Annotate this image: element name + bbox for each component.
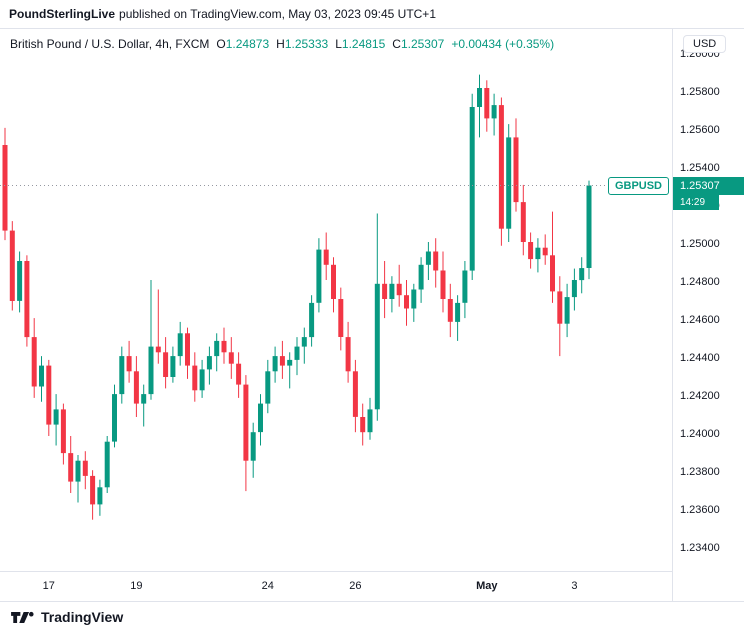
price-tick-label: 1.23400: [680, 542, 720, 555]
time-axis[interactable]: 17 19 24 26 May 3: [0, 571, 672, 602]
footer-bar: TradingView: [0, 601, 744, 632]
ohlc-low: L1.24815: [335, 37, 386, 51]
price-tick-label: 1.25800: [680, 85, 720, 98]
publisher-name: PoundSterlingLive: [9, 7, 116, 21]
price-tick-label: 1.24600: [680, 313, 720, 326]
change-value: +0.00434 (+0.35%): [451, 37, 555, 51]
price-tick-label: 1.25000: [680, 237, 720, 250]
price-tick-label: 1.25600: [680, 123, 720, 136]
tradingview-brand[interactable]: TradingView: [41, 609, 124, 625]
price-tick-label: 1.23800: [680, 466, 720, 479]
ohlc-open: O1.24873: [216, 37, 270, 51]
symbol-flag-label: GBPUSD: [614, 179, 662, 192]
price-tick-label: 1.24400: [680, 352, 720, 364]
tradingview-logo[interactable]: [10, 610, 34, 625]
chart-area: British Pound / U.S. Dollar, 4h, FXCM O1.…: [0, 28, 744, 602]
price-tick-label: 1.24000: [680, 428, 720, 441]
time-axis-label: 3: [571, 580, 578, 592]
ohlc-high: H1.25333: [276, 37, 329, 51]
price-tick-label: 1.24800: [680, 275, 720, 288]
bar-countdown-label: 14:29: [673, 194, 719, 210]
attribution-text: published on TradingView.com, May 03, 20…: [119, 7, 436, 21]
time-axis-label: 19: [130, 580, 143, 592]
current-price-label: 1.25307: [673, 176, 744, 195]
price-tick-label: 1.23600: [680, 504, 720, 517]
attribution-bar: PoundSterlingLive published on TradingVi…: [0, 0, 744, 28]
candlestick-plot[interactable]: British Pound / U.S. Dollar, 4h, FXCM O1.…: [0, 29, 672, 571]
price-tick-label: 1.25400: [680, 161, 720, 174]
currency-toggle[interactable]: USD: [683, 35, 727, 53]
time-axis-label: 17: [42, 580, 55, 592]
candlestick-chart[interactable]: [0, 29, 672, 571]
time-axis-label: 26: [349, 580, 362, 592]
price-tick-label: 1.24200: [680, 390, 720, 403]
symbol-title: British Pound / U.S. Dollar, 4h, FXCM: [10, 37, 210, 51]
chart-legend: British Pound / U.S. Dollar, 4h, FXCM O1.…: [10, 37, 554, 51]
time-axis-label: 24: [261, 580, 274, 592]
current-price-value: 1.25307: [680, 179, 720, 192]
time-axis-label: May: [476, 580, 498, 592]
bar-countdown-value: 14:29: [680, 196, 706, 208]
price-axis[interactable]: USD 1.260001.258001.256001.254001.252001…: [672, 29, 744, 602]
symbol-price-flag: GBPUSD: [607, 176, 669, 195]
ohlc-close: C1.25307: [392, 37, 445, 51]
